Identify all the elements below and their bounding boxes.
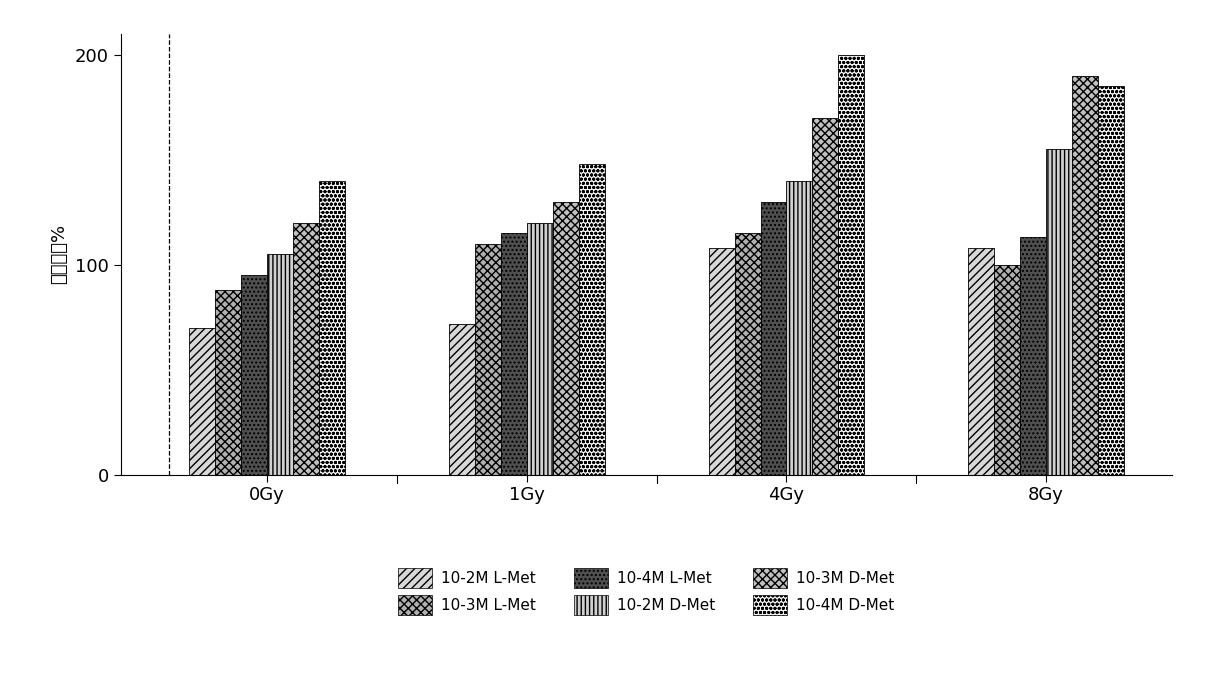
Bar [449, 323, 475, 475]
Bar [319, 181, 345, 475]
Bar [527, 223, 553, 475]
Bar [1020, 237, 1046, 475]
Bar [786, 181, 813, 475]
Bar [761, 202, 786, 475]
Bar [969, 248, 994, 475]
Bar [1071, 76, 1098, 475]
Bar [1098, 86, 1123, 475]
Bar [994, 264, 1020, 475]
Bar [475, 244, 501, 475]
Bar [190, 327, 215, 475]
Bar [215, 290, 242, 475]
Bar [553, 202, 579, 475]
Legend: 10-2M L-Met, 10-3M L-Met, 10-4M L-Met, 10-2M D-Met, 10-3M D-Met, 10-4M D-Met: 10-2M L-Met, 10-3M L-Met, 10-4M L-Met, 1… [393, 562, 900, 621]
Bar [838, 55, 865, 475]
Bar [579, 164, 605, 475]
Bar [294, 223, 319, 475]
Bar [1046, 149, 1071, 475]
Bar [813, 118, 838, 475]
Bar [242, 275, 267, 475]
Bar [501, 233, 527, 475]
Y-axis label: 照射对照%: 照射对照% [50, 224, 68, 284]
Bar [709, 248, 734, 475]
Bar [267, 254, 294, 475]
Bar [734, 233, 761, 475]
